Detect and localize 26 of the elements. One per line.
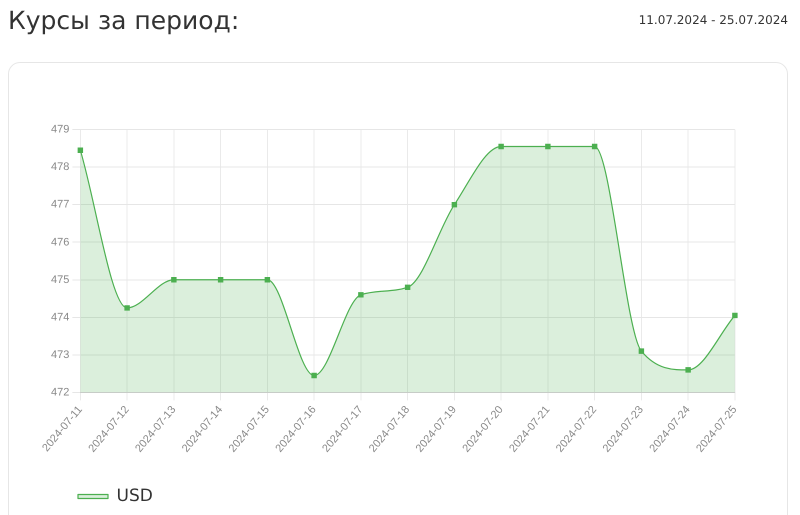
point: [545, 144, 551, 150]
chart-subtitle: 11.07.2024 - 25.07.2024: [638, 13, 788, 27]
y-tick-label: 475: [50, 274, 70, 286]
point: [264, 277, 270, 282]
point: [124, 305, 130, 311]
y-tick-label: 476: [50, 236, 70, 248]
point: [638, 348, 644, 354]
point: [452, 202, 458, 208]
point: [358, 292, 364, 298]
point: [218, 277, 224, 282]
point: [311, 372, 317, 378]
point: [685, 367, 691, 373]
y-tick-label: 473: [50, 348, 70, 361]
point: [404, 284, 410, 290]
point: [498, 144, 504, 150]
y-tick-label: 477: [50, 198, 70, 211]
legend-label: USD: [116, 486, 153, 506]
point: [171, 277, 177, 282]
chart-title: Курсы за период:: [8, 6, 240, 35]
point: [592, 144, 598, 150]
y-tick-label: 478: [50, 161, 70, 174]
y-tick-label: 479: [50, 124, 70, 136]
y-tick-label: 472: [50, 386, 70, 398]
point: [78, 148, 84, 153]
y-tick-label: 474: [50, 311, 70, 324]
point: [732, 312, 738, 318]
